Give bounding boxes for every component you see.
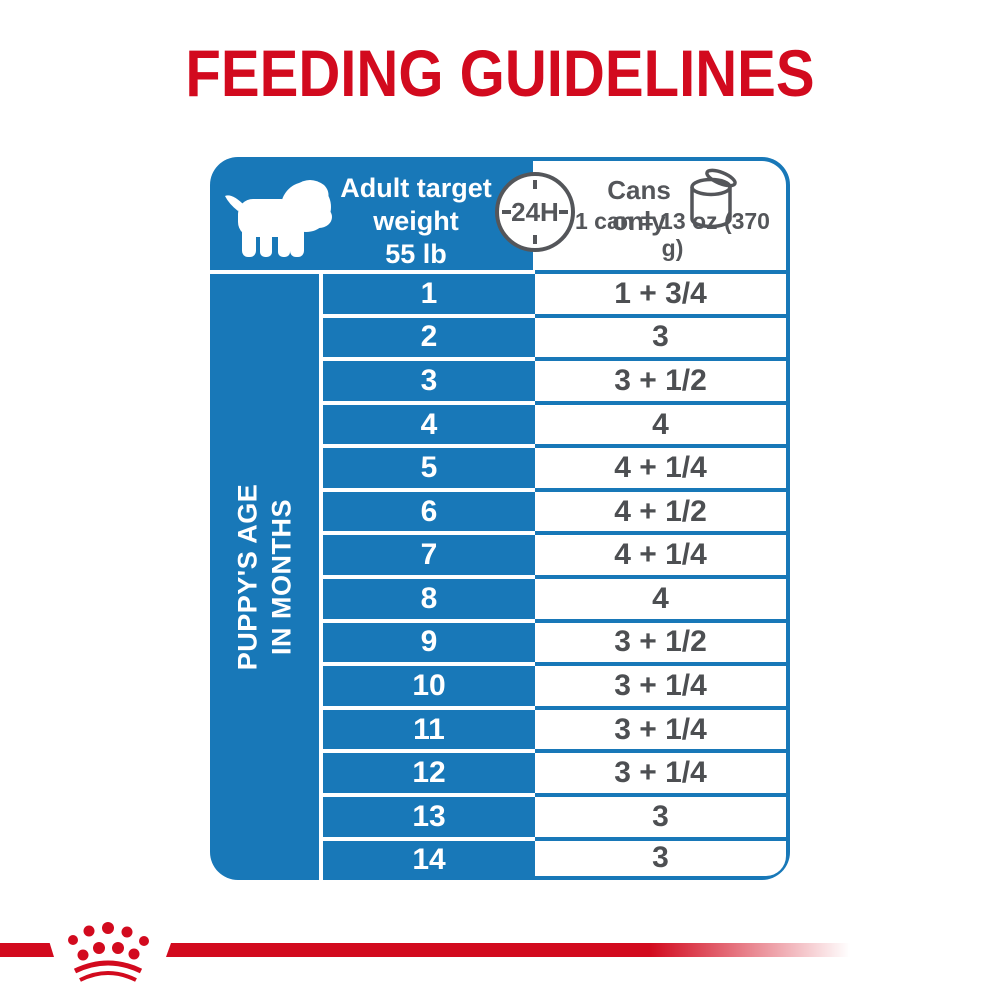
header-weight-cell: Adult target weight 55 lb <box>210 157 533 270</box>
cans-cell: 4 <box>535 400 786 445</box>
cans-cell: 3 + 1/2 <box>535 357 786 401</box>
can-equivalence-label: 1 can = 13 oz (370 g) <box>575 208 770 261</box>
cans-only-label: Cans only <box>607 175 671 236</box>
month-cell: 5 <box>323 444 535 488</box>
cans-cell: 3 + 1/4 <box>535 705 786 750</box>
cans-cell: 4 + 1/2 <box>535 487 786 532</box>
month-cell: 13 <box>323 792 535 837</box>
header-cans-cell: Cans only 1 can = 13 oz (370 g) <box>533 161 786 270</box>
adult-target-weight-label: Adult target weight 55 lb <box>340 173 492 269</box>
table-row: 10 3 + 1/4 <box>323 662 790 706</box>
cans-cell: 3 <box>535 836 786 877</box>
month-cell: 12 <box>323 749 535 793</box>
brand-stripe-left <box>0 943 54 957</box>
month-cell: 10 <box>323 662 535 706</box>
table-header: Adult target weight 55 lb Cans only 1 ca… <box>210 157 790 270</box>
cans-cell: 3 + 1/4 <box>535 749 786 793</box>
table-row: 12 3 + 1/4 <box>323 749 790 793</box>
clock-tick-top <box>533 180 537 189</box>
month-cell: 3 <box>323 357 535 401</box>
feeding-table: Adult target weight 55 lb Cans only 1 ca… <box>210 157 790 880</box>
cans-cell: 4 <box>535 575 786 619</box>
month-cell: 2 <box>323 313 535 358</box>
24h-clock-icon: 24H <box>495 172 575 252</box>
month-cell: 7 <box>323 531 535 575</box>
cans-cell: 4 + 1/4 <box>535 444 786 488</box>
age-axis-cell: PUPPY'S AGE IN MONTHS <box>210 270 323 880</box>
clock-tick-bottom <box>533 235 537 244</box>
table-row: 13 3 <box>323 792 790 837</box>
24h-label: 24H <box>511 196 559 227</box>
cans-cell: 3 <box>535 313 786 358</box>
month-cell: 6 <box>323 487 535 532</box>
cans-cell: 3 + 1/2 <box>535 618 786 663</box>
month-cell: 9 <box>323 618 535 663</box>
clock-tick-left <box>502 210 511 214</box>
clock-tick-right <box>559 210 568 214</box>
month-cell: 8 <box>323 575 535 619</box>
cans-cell: 4 + 1/4 <box>535 531 786 576</box>
month-cell: 4 <box>323 400 535 445</box>
page-title: FEEDING GUIDELINES <box>185 36 815 110</box>
cans-cell: 1 + 3/4 <box>535 270 786 314</box>
cans-cell: 3 + 1/4 <box>535 662 786 706</box>
cans-cell: 3 <box>535 792 786 837</box>
brand-stripe-right <box>166 943 1000 957</box>
age-axis-label: PUPPY'S AGE IN MONTHS <box>231 483 296 671</box>
royal-canin-crown-logo <box>68 922 149 982</box>
table-row: 14 3 <box>323 836 790 880</box>
month-cell: 1 <box>323 270 535 314</box>
month-cell: 11 <box>323 705 535 750</box>
month-cell: 14 <box>323 836 535 880</box>
table-row: 11 3 + 1/4 <box>323 705 790 750</box>
can-icon <box>690 168 737 229</box>
puppy-icon <box>225 180 332 257</box>
